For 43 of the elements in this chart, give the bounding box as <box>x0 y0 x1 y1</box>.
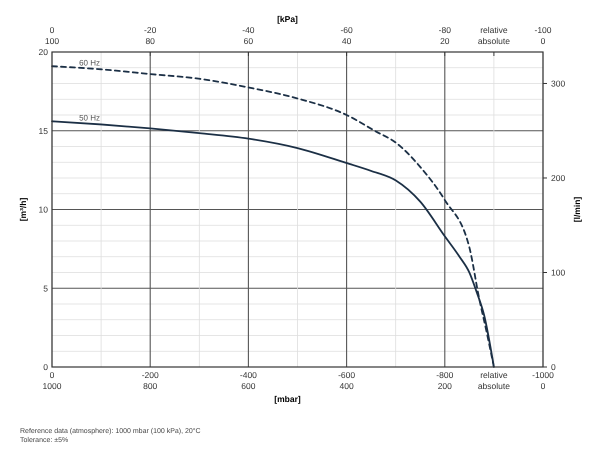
text: 400 <box>340 381 354 391</box>
x-tick-label: 0 <box>50 370 55 380</box>
x2-tick-label: -40 <box>242 25 255 35</box>
y2-tick-label: 0 <box>551 362 556 372</box>
text: absolute <box>478 381 510 391</box>
text: 200 <box>438 381 452 391</box>
y-tick-label: 15 <box>38 126 48 136</box>
y2-axis-title: [l/min] <box>572 196 582 222</box>
series-label: 50 Hz <box>79 113 100 122</box>
text: 60 <box>244 36 254 46</box>
x-tick-label: -800 <box>436 370 454 380</box>
y-tick-label: 10 <box>38 204 48 214</box>
x2-axis-title: [kPa] <box>277 14 298 24</box>
text: 1000 <box>42 381 62 391</box>
y2-tick-label: 300 <box>551 78 566 88</box>
text: 40 <box>342 36 352 46</box>
text: 100 <box>44 36 60 46</box>
x-tick-label: -400 <box>240 370 258 380</box>
text: 600 <box>241 381 256 391</box>
x2-tick-label: -20 <box>144 25 157 35</box>
y-tick-label: 0 <box>43 362 48 372</box>
text: 80 <box>145 36 156 46</box>
y-tick-label: 20 <box>38 47 48 57</box>
x2-tick-label: relative <box>480 25 508 35</box>
x-tick-label: -200 <box>142 370 159 380</box>
series-label: 60 Hz <box>79 58 100 68</box>
text: 800 <box>143 381 158 391</box>
text: 0 <box>540 381 546 391</box>
text: 20 <box>440 36 450 46</box>
x2-tick-label: 0 <box>50 25 55 35</box>
x2-tick-label: -100 <box>534 25 552 35</box>
x-axis-title: [mbar] <box>274 394 301 404</box>
y2-tick-label: 100 <box>551 267 566 278</box>
text: absolute <box>478 36 510 46</box>
x2-tick-label: -80 <box>438 25 452 35</box>
y2-tick-label: 200 <box>551 172 566 183</box>
x-tick-label: -600 <box>338 370 356 380</box>
x2-tick-label: -60 <box>340 25 354 35</box>
y-axis-title: [m³/h] <box>18 198 28 222</box>
y-tick-label: 5 <box>43 283 48 294</box>
text: 0 <box>540 36 546 46</box>
x-tick-label: relative <box>480 370 508 380</box>
x-tick-label: -1000 <box>532 370 554 380</box>
